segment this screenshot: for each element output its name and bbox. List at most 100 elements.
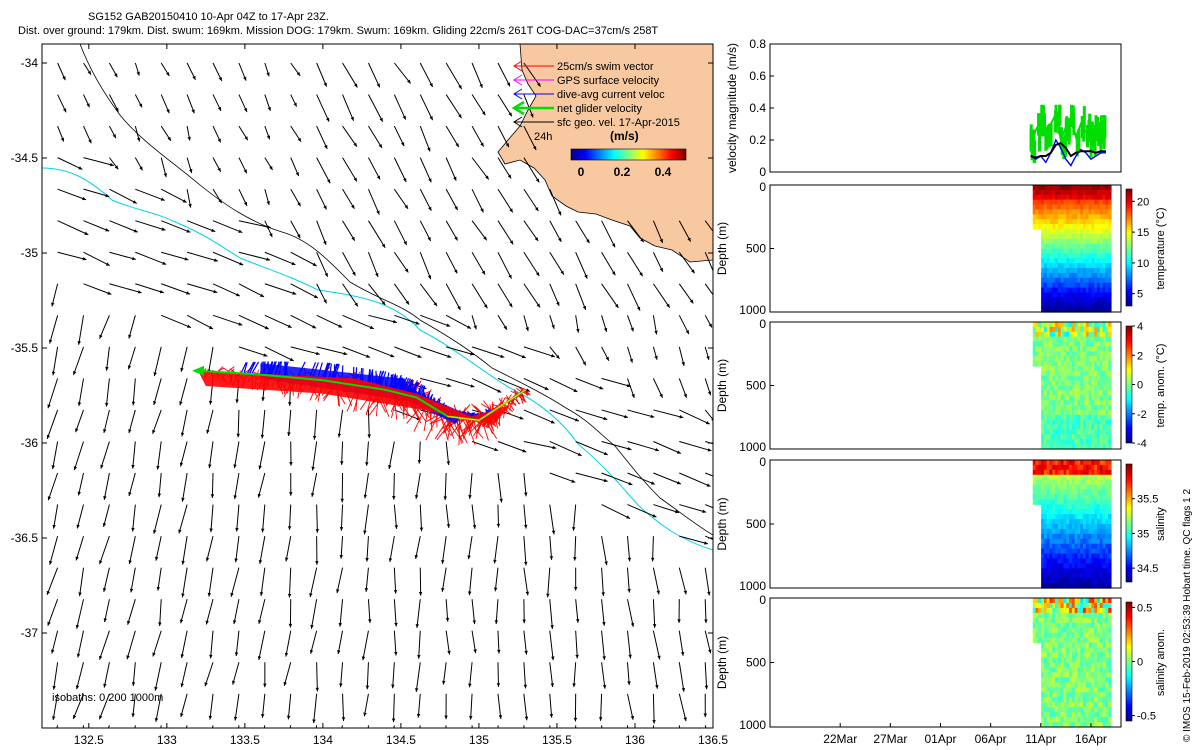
geo-arrow-head	[128, 492, 132, 496]
geo-arrow-head	[368, 619, 372, 623]
section-cell	[1088, 434, 1093, 440]
section-cell	[1063, 258, 1067, 264]
section-cell	[1094, 652, 1098, 659]
section-cell	[1094, 263, 1098, 269]
geo-arrow-head	[444, 715, 448, 720]
section-cell	[1057, 578, 1062, 584]
section-cell	[1105, 474, 1109, 481]
section-cell	[1097, 538, 1101, 545]
section-cell	[1060, 657, 1065, 664]
geo-arrow-head	[473, 649, 477, 654]
section-cell	[1091, 573, 1095, 579]
section-cell	[1077, 429, 1081, 435]
section-cell	[1046, 494, 1051, 500]
geo-arrow-head	[376, 210, 380, 215]
geo-arrow-head	[287, 526, 292, 530]
section-cell	[1102, 484, 1106, 491]
section-cell	[1071, 553, 1076, 560]
section-cell	[1099, 697, 1104, 703]
geo-arrow-head	[550, 625, 554, 629]
geo-arrow-head	[75, 428, 79, 433]
section-cell	[1041, 444, 1045, 450]
section-cell	[1083, 563, 1087, 569]
section-cell	[1088, 199, 1093, 206]
geo-arrow-shaft	[283, 662, 292, 686]
geo-arrow-head	[659, 238, 663, 243]
section-cell	[1049, 439, 1053, 445]
section-cell	[1085, 322, 1090, 328]
section-cell	[1043, 258, 1048, 264]
section-cell	[1060, 722, 1065, 728]
section-cell	[1105, 563, 1109, 569]
section-cell	[1043, 287, 1048, 294]
geo-arrow-head	[603, 416, 608, 421]
section-cell	[1046, 204, 1051, 211]
section-cell	[1094, 380, 1098, 387]
section-cell	[1049, 400, 1053, 406]
section-cell	[1108, 722, 1112, 728]
geo-arrow-shaft	[445, 441, 450, 466]
geo-arrow-head	[391, 718, 396, 723]
geo-arrow-shaft	[235, 536, 240, 563]
geo-arrow-shaft	[208, 346, 214, 374]
section-cell	[1102, 248, 1106, 254]
section-cell	[1069, 424, 1073, 431]
section-cell	[1052, 702, 1056, 708]
map-xtick-label: 136.5	[698, 733, 728, 747]
section-cell	[1063, 268, 1067, 274]
geo-arrow-head	[62, 76, 66, 81]
section-cell	[1052, 243, 1056, 250]
geo-arrow-head	[87, 70, 92, 75]
geo-arrow-head	[84, 231, 89, 235]
geo-arrow-head	[400, 142, 405, 147]
section-cell	[1035, 194, 1039, 201]
section-cell	[1063, 479, 1067, 486]
section-cell	[1069, 722, 1073, 728]
geo-arrow-head	[311, 492, 315, 497]
geo-arrow-shaft	[103, 504, 110, 528]
geo-arrow-shaft	[394, 409, 421, 421]
section-cell	[1043, 697, 1048, 703]
section-cell	[1071, 514, 1076, 520]
section-cell	[1102, 380, 1106, 387]
section-cell	[1046, 356, 1051, 362]
section-cell	[1099, 533, 1104, 540]
section-cell	[1060, 627, 1065, 634]
geo-arrow-head	[186, 229, 191, 233]
section-cell	[1046, 228, 1051, 235]
section-cell	[1077, 268, 1081, 274]
section-cell	[1083, 667, 1087, 674]
section-cell	[1097, 238, 1101, 245]
section-cell	[1032, 637, 1037, 644]
section-cell	[1105, 424, 1109, 431]
geo-arrow-shaft	[445, 188, 459, 211]
section-cell	[1041, 248, 1045, 254]
geo-arrow-shaft	[83, 220, 110, 232]
geo-arrow-head	[109, 162, 114, 167]
section-cell	[1102, 375, 1106, 382]
section-cell	[1046, 390, 1051, 396]
geo-arrow-head	[261, 528, 265, 533]
section-cell	[1108, 204, 1112, 211]
section-cell	[1049, 341, 1053, 348]
section-cell	[1088, 617, 1093, 624]
geo-arrow-head	[263, 353, 268, 357]
geo-arrow-shaft	[523, 283, 541, 308]
geo-arrow-shaft	[468, 536, 473, 560]
section-cell	[1066, 336, 1070, 343]
section-cell	[1097, 341, 1101, 348]
section-cell	[1108, 297, 1112, 303]
geo-arrow-head	[73, 371, 77, 375]
section-cell	[1097, 672, 1101, 678]
geo-arrow-shaft	[679, 535, 709, 545]
section-cell	[1083, 598, 1087, 604]
section-cell	[1035, 602, 1039, 609]
section-cell	[1102, 331, 1106, 338]
geo-arrow-head	[243, 76, 247, 81]
section-cell	[1108, 361, 1112, 367]
section-cell	[1099, 489, 1104, 496]
section-cell	[1097, 682, 1101, 688]
section-cell	[1077, 489, 1081, 496]
section-cell	[1088, 543, 1093, 550]
